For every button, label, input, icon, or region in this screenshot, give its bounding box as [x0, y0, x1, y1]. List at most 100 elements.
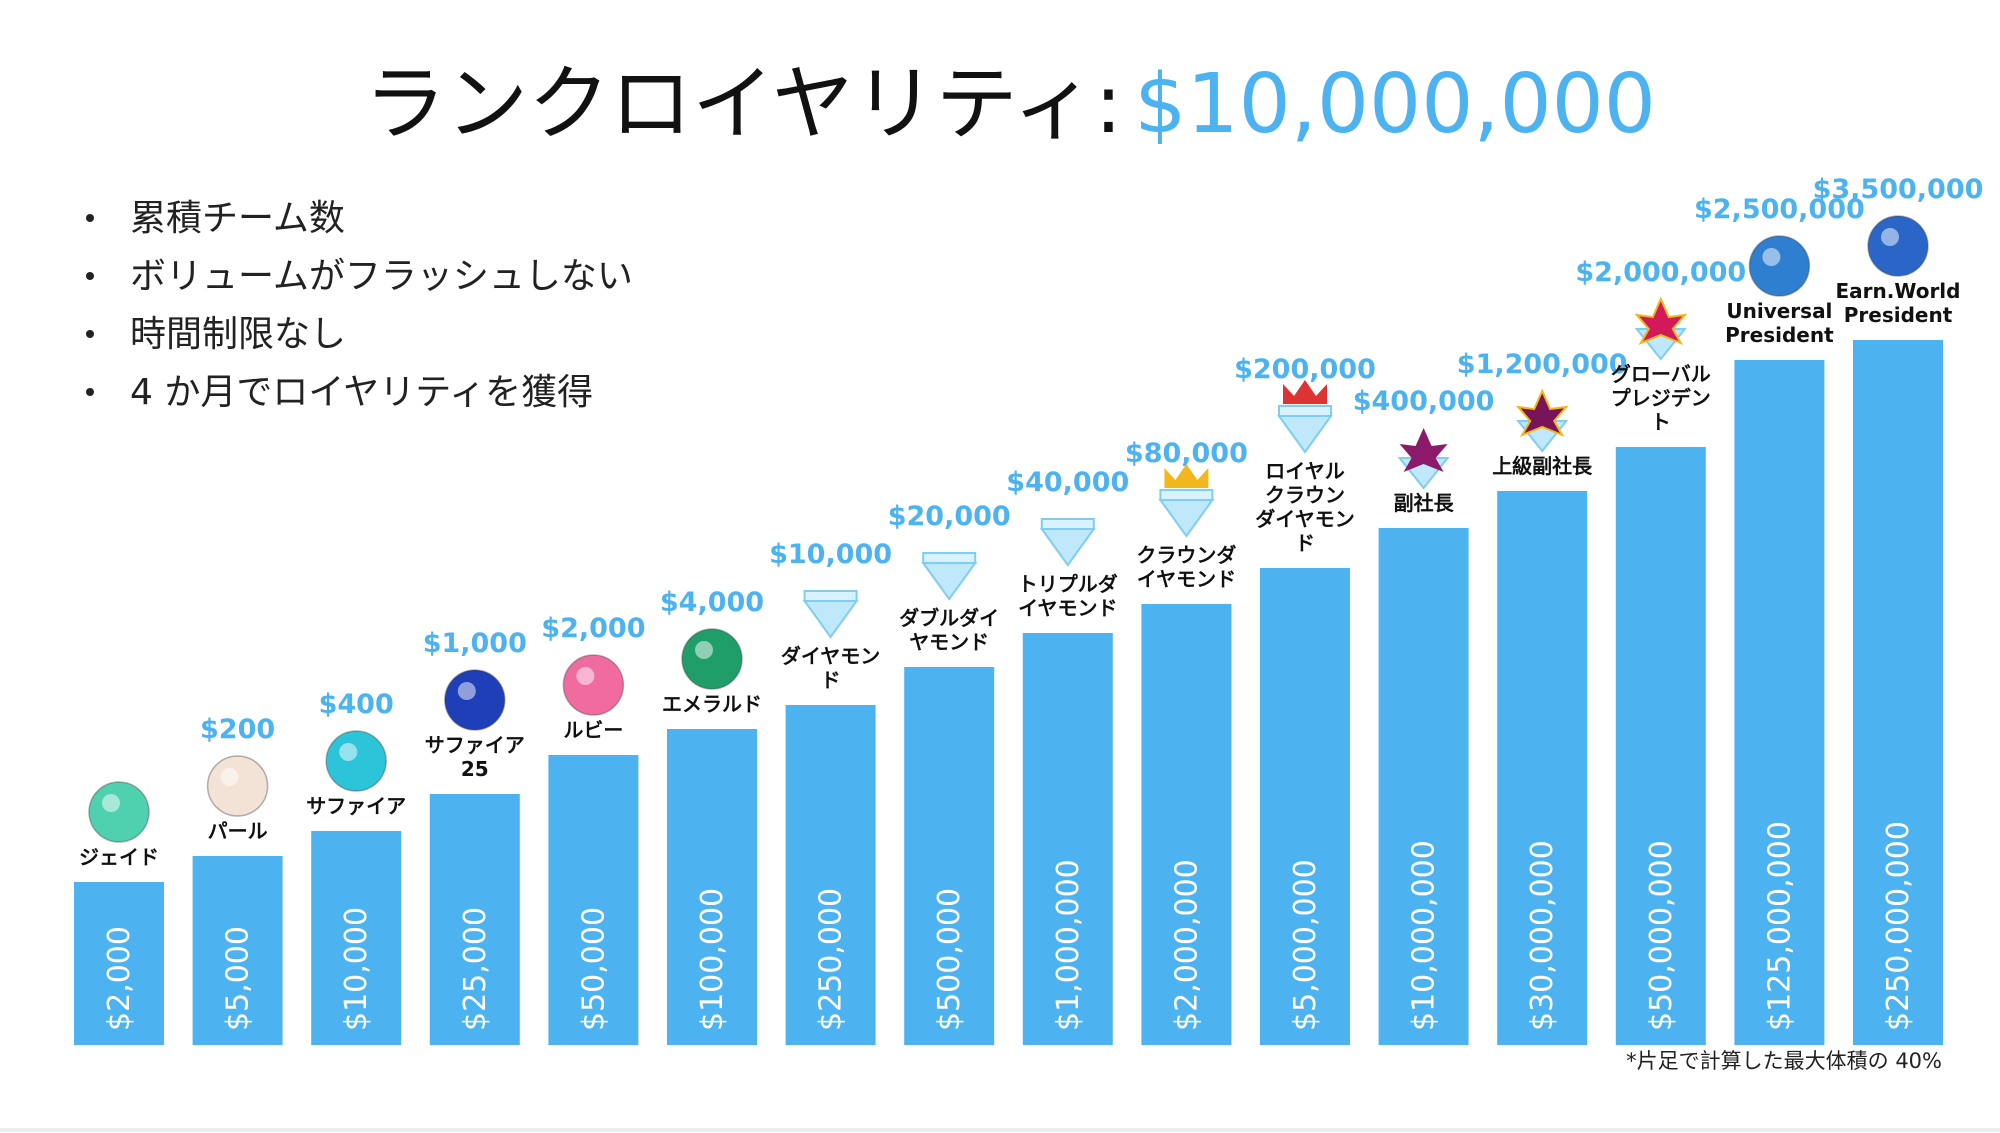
rank-reward: $400 — [319, 689, 394, 720]
rank-reward: $40,000 — [1006, 467, 1129, 498]
rank-name: サファイア 25 — [425, 733, 525, 781]
rank-name: ルビー — [563, 718, 623, 742]
rank-bar — [904, 667, 995, 1045]
rank-name-line: イヤモンド — [1018, 596, 1117, 620]
rank-name-line: トリプルダ — [1018, 572, 1118, 596]
gem-icon — [1039, 528, 1096, 567]
gem-icon-shine — [1762, 248, 1781, 266]
bullet: ボリュームがフラッシュしない — [130, 256, 633, 297]
rank-reward: $2,500,000 — [1694, 194, 1865, 225]
rank-bar — [74, 882, 164, 1045]
rank-name-line: エメラルド — [662, 692, 762, 716]
rank-name-line: ド — [1295, 531, 1315, 555]
gem-icon — [444, 669, 506, 731]
footnote: *片足で計算した最大体積の 40% — [1626, 1049, 1942, 1073]
bullet-dot — [86, 388, 94, 396]
rank-name-line: 上級副社長 — [1492, 454, 1593, 478]
rank-volume: $10,000,000 — [1407, 840, 1442, 1031]
rank-name: ジェイド — [79, 845, 159, 869]
rank-bar — [1615, 447, 1706, 1045]
rank-name-line: クラウン — [1265, 483, 1345, 507]
bullet: 4 か月でロイヤリティを獲得 — [130, 372, 593, 413]
rank-reward: $10,000 — [769, 539, 892, 570]
crown-icon — [1283, 380, 1327, 404]
gem-icon — [681, 628, 743, 690]
rank-bar — [192, 856, 283, 1045]
rank-name-line: ルビー — [563, 718, 623, 742]
rank-reward: $200,000 — [1234, 354, 1376, 385]
gem-icon — [1277, 415, 1333, 454]
gem-icon — [325, 730, 387, 792]
rank-volume: $10,000 — [339, 907, 374, 1031]
gem-icon — [88, 781, 150, 843]
rank-name-line: 25 — [461, 757, 489, 781]
rank-name-line: 副社長 — [1394, 491, 1455, 515]
rank-name-line: President — [1725, 323, 1834, 347]
rank-name: ダイヤモンド — [781, 644, 880, 692]
gem-icon — [562, 654, 625, 716]
rank-reward: $1,200,000 — [1457, 349, 1628, 380]
gem-icon-top — [922, 552, 977, 564]
rank-reward: $80,000 — [1125, 438, 1248, 469]
rank-name: エメラルド — [662, 692, 762, 716]
gem-icon — [1867, 215, 1929, 277]
rank-volume: $250,000 — [814, 888, 849, 1031]
title: ランクロイヤリティ: $10,000,000 — [364, 57, 1656, 152]
rank-bar — [1378, 528, 1469, 1045]
bullet: 時間制限なし — [130, 314, 346, 355]
gem-icon — [802, 600, 859, 639]
rank-bar — [1497, 491, 1588, 1045]
rank-name-line: プレジデン — [1611, 386, 1711, 410]
rank-name: グローバルプレジデント — [1611, 362, 1711, 434]
rank-reward: $1,000 — [423, 628, 527, 659]
title-text: ランクロイヤリティ: — [364, 57, 1122, 152]
rank-reward: $2,000,000 — [1575, 257, 1746, 288]
rank-bar — [1141, 604, 1232, 1045]
bullet: 累積チーム数 — [130, 198, 345, 239]
gem-icon — [1158, 499, 1215, 538]
rank-name-line: ジェイド — [79, 845, 159, 869]
star-icon — [1399, 428, 1448, 472]
rank-bar — [1853, 340, 1943, 1045]
rank-name: Universal President — [1725, 299, 1834, 347]
rank-name: Earn.World President — [1836, 279, 1961, 327]
rank-reward: $200 — [200, 714, 275, 745]
gem-icon — [921, 562, 978, 601]
star-icon — [1634, 296, 1688, 345]
rank-name-line: ヤモンド — [909, 630, 989, 654]
gem-icon-shine — [339, 743, 358, 761]
rank-name: ロイヤルクラウンダイヤモンド — [1255, 459, 1354, 555]
gem-icon-shine — [576, 667, 595, 685]
bullet-dot — [86, 214, 94, 222]
rank-name-line: ロイヤル — [1265, 459, 1344, 483]
gem-icon-top — [1040, 518, 1095, 530]
rank-name-line: ダブルダイ — [899, 606, 999, 630]
rank-name: 副社長 — [1394, 491, 1455, 515]
rank-volume: $25,000 — [458, 907, 493, 1031]
rank-reward: $4,000 — [660, 587, 764, 618]
gem-icon — [1748, 235, 1811, 297]
rank-name-line: ダイヤモン — [781, 644, 880, 668]
rank-reward: $400,000 — [1353, 386, 1495, 417]
rank-volume: $1,000,000 — [1051, 859, 1086, 1031]
rank-reward: $3,500,000 — [1813, 174, 1984, 205]
gem-icon-shine — [102, 794, 120, 812]
rank-name-line: Universal — [1726, 299, 1832, 323]
rank-name-line: President — [1844, 303, 1953, 327]
gem-icon-shine — [695, 641, 713, 659]
rank-reward: $20,000 — [888, 501, 1011, 532]
rank-name-line: ト — [1651, 410, 1671, 434]
rank-name-line: Earn.World — [1836, 279, 1961, 303]
rank-volume: $50,000,000 — [1644, 840, 1679, 1031]
bullet-dot — [86, 272, 94, 280]
rank-name: 上級副社長 — [1492, 454, 1593, 478]
rank-name-line: イヤモンド — [1137, 567, 1236, 591]
rank-name-line: ダイヤモン — [1255, 507, 1354, 531]
rank-volume: $2,000 — [102, 926, 137, 1031]
rank-name-line: サファイア — [425, 733, 525, 757]
rank-name: パール — [208, 819, 268, 843]
rank-bar — [667, 729, 757, 1045]
gem-icon — [206, 755, 269, 817]
rank-name-line: ド — [821, 668, 841, 692]
